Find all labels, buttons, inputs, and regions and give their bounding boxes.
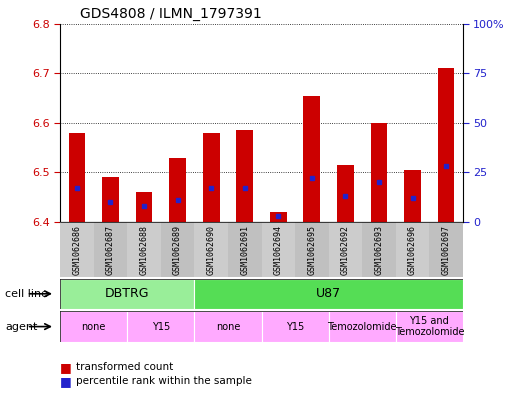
Text: U87: U87 — [316, 287, 341, 300]
Text: GDS4808 / ILMN_1797391: GDS4808 / ILMN_1797391 — [81, 7, 262, 21]
Bar — [102, 177, 119, 222]
Bar — [195, 311, 262, 342]
Bar — [203, 133, 220, 222]
Bar — [60, 279, 195, 309]
Text: Temozolomide: Temozolomide — [327, 321, 397, 332]
Bar — [169, 158, 186, 222]
Bar — [236, 130, 253, 222]
Text: transformed count: transformed count — [76, 362, 173, 373]
Text: GSM1062693: GSM1062693 — [374, 225, 383, 275]
Bar — [328, 222, 362, 277]
Bar — [69, 133, 85, 222]
Bar — [429, 222, 463, 277]
Text: GSM1062686: GSM1062686 — [72, 225, 82, 275]
Text: Y15 and
Temozolomide: Y15 and Temozolomide — [394, 316, 464, 337]
Text: ■: ■ — [60, 375, 72, 388]
Bar — [195, 222, 228, 277]
Bar — [295, 222, 328, 277]
Bar — [396, 311, 463, 342]
Bar — [262, 311, 328, 342]
Bar — [60, 222, 94, 277]
Bar — [328, 311, 396, 342]
Text: ■: ■ — [60, 361, 72, 374]
Bar — [127, 222, 161, 277]
Text: Y15: Y15 — [286, 321, 304, 332]
Text: none: none — [216, 321, 240, 332]
Bar — [94, 222, 127, 277]
Bar — [262, 222, 295, 277]
Bar — [60, 311, 127, 342]
Text: GSM1062687: GSM1062687 — [106, 225, 115, 275]
Text: GSM1062696: GSM1062696 — [408, 225, 417, 275]
Bar — [337, 165, 354, 222]
Text: Y15: Y15 — [152, 321, 170, 332]
Bar — [135, 192, 152, 222]
Text: GSM1062694: GSM1062694 — [274, 225, 283, 275]
Text: GSM1062689: GSM1062689 — [173, 225, 182, 275]
Bar — [228, 222, 262, 277]
Bar — [270, 212, 287, 222]
Text: GSM1062688: GSM1062688 — [140, 225, 149, 275]
Text: GSM1062690: GSM1062690 — [207, 225, 215, 275]
Text: GSM1062692: GSM1062692 — [341, 225, 350, 275]
Bar — [303, 95, 320, 222]
Bar — [362, 222, 396, 277]
Text: DBTRG: DBTRG — [105, 287, 150, 300]
Text: percentile rank within the sample: percentile rank within the sample — [76, 376, 252, 386]
Text: GSM1062697: GSM1062697 — [441, 225, 451, 275]
Text: agent: agent — [5, 321, 38, 332]
Bar — [396, 222, 429, 277]
Text: GSM1062691: GSM1062691 — [240, 225, 249, 275]
Bar — [371, 123, 388, 222]
Text: cell line: cell line — [5, 289, 48, 299]
Text: GSM1062695: GSM1062695 — [308, 225, 316, 275]
Bar — [404, 170, 421, 222]
Text: none: none — [82, 321, 106, 332]
Bar — [438, 68, 454, 222]
Bar — [127, 311, 195, 342]
Bar — [195, 279, 463, 309]
Bar — [161, 222, 195, 277]
